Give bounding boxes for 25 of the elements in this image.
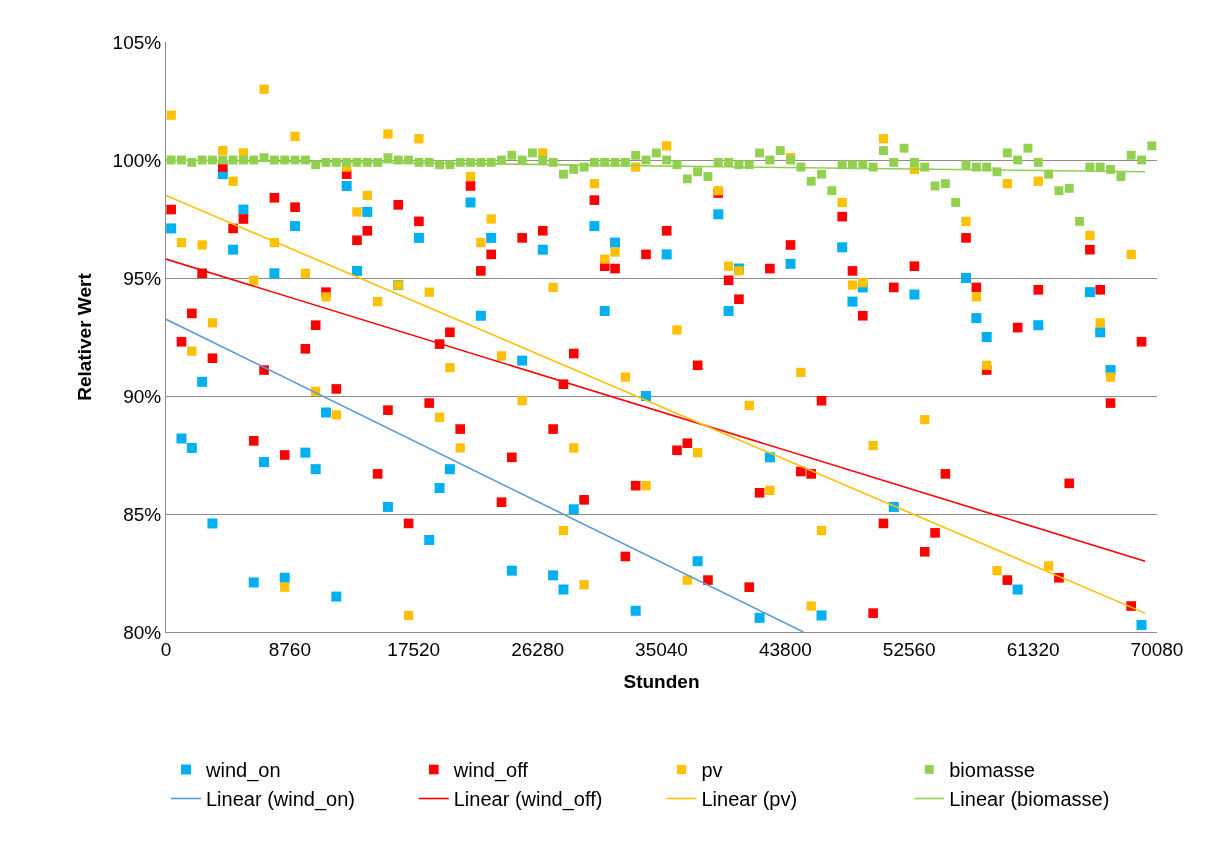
x-tick-label: 70080 [1130,638,1184,660]
legend-label: Linear (pv) [701,788,798,811]
x-tick-label: 26280 [511,638,565,660]
legend-label: wind_off [452,759,529,783]
legend-label: biomasse [949,759,1035,782]
legend-label: Linear (wind_on) [206,788,355,812]
y-tick-label: 95% [123,267,162,289]
x-tick-label: 17520 [387,638,441,660]
x-tick-label: 61320 [1006,638,1060,660]
legend-label: Linear (wind_off) [453,788,603,812]
x-tick-label: 43800 [758,638,812,660]
x-tick-label: 35040 [635,638,688,660]
y-axis-title: Relativer Wert [74,272,96,401]
legend-label: wind_on [205,759,281,783]
y-tick-label: 90% [123,385,162,407]
y-tick-label: 105% [112,31,162,53]
x-tick-label: 52560 [882,638,936,660]
y-tick-label: 100% [112,149,162,171]
x-axis-title: Stunden [623,670,700,692]
x-tick-label: 0 [160,638,172,660]
y-tick-label: 85% [123,503,162,525]
legend-label: Linear (biomasse) [949,788,1110,811]
x-tick-label: 8760 [268,638,312,660]
legend-label: pv [701,759,723,782]
y-tick-label: 80% [123,621,162,643]
